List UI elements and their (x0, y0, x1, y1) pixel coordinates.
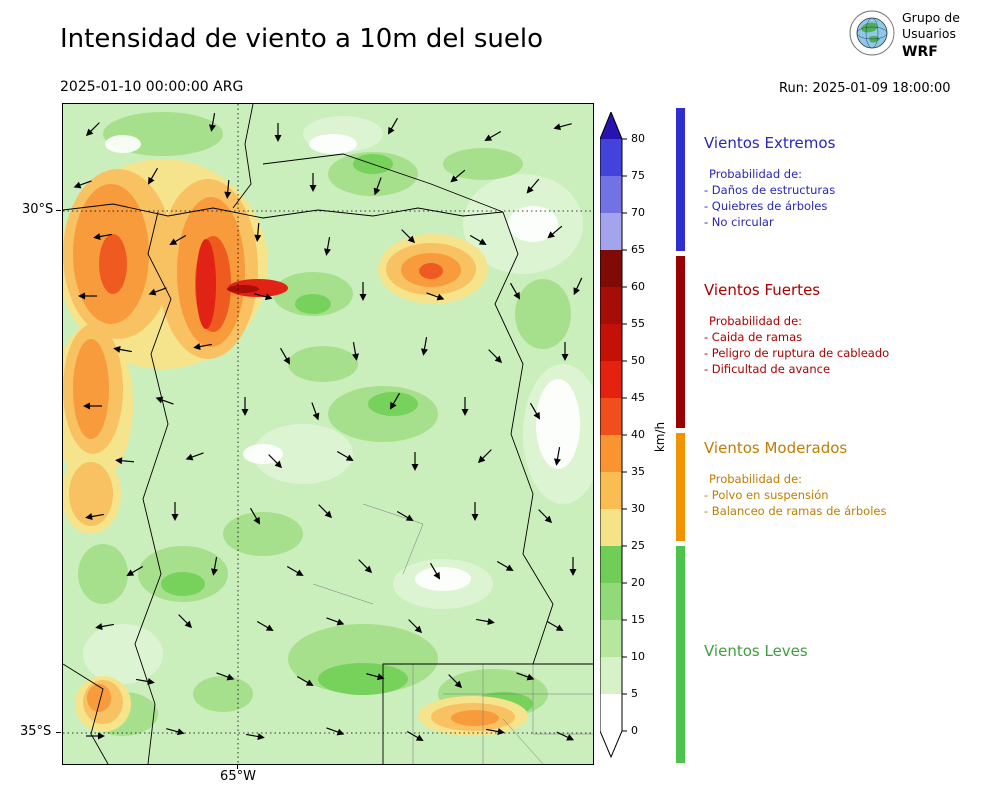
colorbar-tick: 35 (631, 465, 645, 478)
wrf-logo: Grupo de Usuarios WRF (849, 10, 960, 61)
model-run-label: Run: 2025-01-09 18:00:00 (779, 81, 951, 96)
strip-moderados (676, 433, 685, 541)
lat-label-35s: 35°S (20, 724, 52, 739)
legend-section-fuertes: Vientos Fuertes Probabilidad de: - Caida… (704, 281, 989, 377)
prob-label-fuertes: Probabilidad de: (709, 314, 803, 328)
prob-label-moderados: Probabilidad de: (709, 472, 803, 486)
colorbar-tick: 45 (631, 391, 645, 404)
legend-item: - No circular (704, 215, 774, 229)
wind-speed-shading (63, 104, 593, 764)
colorbar-tick: 20 (631, 576, 645, 589)
wind-map (62, 103, 594, 765)
lon-tick-65w (237, 764, 238, 769)
legend-item: - Daños de estructuras (704, 183, 836, 197)
colorbar-tick: 30 (631, 502, 645, 515)
category-strip (676, 108, 685, 763)
legend-title-leves: Vientos Leves (704, 642, 808, 660)
colorbar-svg (599, 110, 627, 759)
lat-tick-30s (56, 210, 61, 211)
colorbar-unit-label: km/h (653, 421, 667, 453)
legend-section-extremos: Vientos Extremos Probabilidad de: - Daño… (704, 134, 989, 230)
strip-extremos (676, 108, 685, 251)
legend-section-moderados: Vientos Moderados Probabilidad de: - Pol… (704, 439, 989, 519)
grid-lines (63, 104, 593, 764)
lat-tick-35s (56, 732, 61, 733)
colorbar-tick: 50 (631, 354, 645, 367)
department-borders (312, 503, 593, 764)
prob-label-extremos: Probabilidad de: (709, 167, 803, 181)
legend-section-leves: Vientos Leves (704, 642, 989, 674)
colorbar-tick: 60 (631, 280, 645, 293)
legend-item: - Polvo en suspensión (704, 488, 829, 502)
forecast-datetime: 2025-01-10 00:00:00 ARG (60, 79, 244, 95)
page-title: Intensidad de viento a 10m del suelo (60, 24, 544, 54)
colorbar-tick: 5 (631, 687, 638, 700)
logo-text: Grupo de Usuarios WRF (902, 10, 960, 61)
legend-item: - Dificultad de avance (704, 362, 831, 376)
colorbar-tick: 55 (631, 317, 645, 330)
legend-title-extremos: Vientos Extremos (704, 134, 836, 152)
strip-fuertes (676, 256, 685, 428)
strip-leves (676, 546, 685, 763)
province-borders (63, 104, 593, 764)
colorbar-tick: 25 (631, 539, 645, 552)
legend-item: - Balanceo de ramas de árboles (704, 504, 887, 518)
colorbar-tick: 70 (631, 206, 645, 219)
lat-label-30s: 30°S (22, 202, 54, 217)
colorbar: 80 75 70 65 60 55 50 45 40 35 30 25 20 1… (599, 110, 690, 764)
legend-item: - Quiebres de árboles (704, 199, 828, 213)
colorbar-tick: 10 (631, 650, 645, 663)
wind-map-svg (63, 104, 593, 764)
globe-icon (849, 10, 895, 60)
colorbar-tick: 75 (631, 169, 645, 182)
lon-label-65w: 65°W (220, 769, 256, 784)
colorbar-tick: 80 (631, 132, 645, 145)
colorbar-tick: 0 (631, 724, 638, 737)
colorbar-tick: 15 (631, 613, 645, 626)
colorbar-tick: 65 (631, 243, 645, 256)
logo-line3: WRF (902, 43, 938, 60)
legend-item: - Peligro de ruptura de cableado (704, 346, 890, 360)
colorbar-tick: 40 (631, 428, 645, 441)
legend-title-fuertes: Vientos Fuertes (704, 281, 821, 299)
legend-item: - Caida de ramas (704, 330, 803, 344)
logo-line2: Usuarios (902, 26, 957, 42)
legend-title-moderados: Vientos Moderados (704, 439, 848, 457)
logo-line1: Grupo de (902, 10, 960, 25)
